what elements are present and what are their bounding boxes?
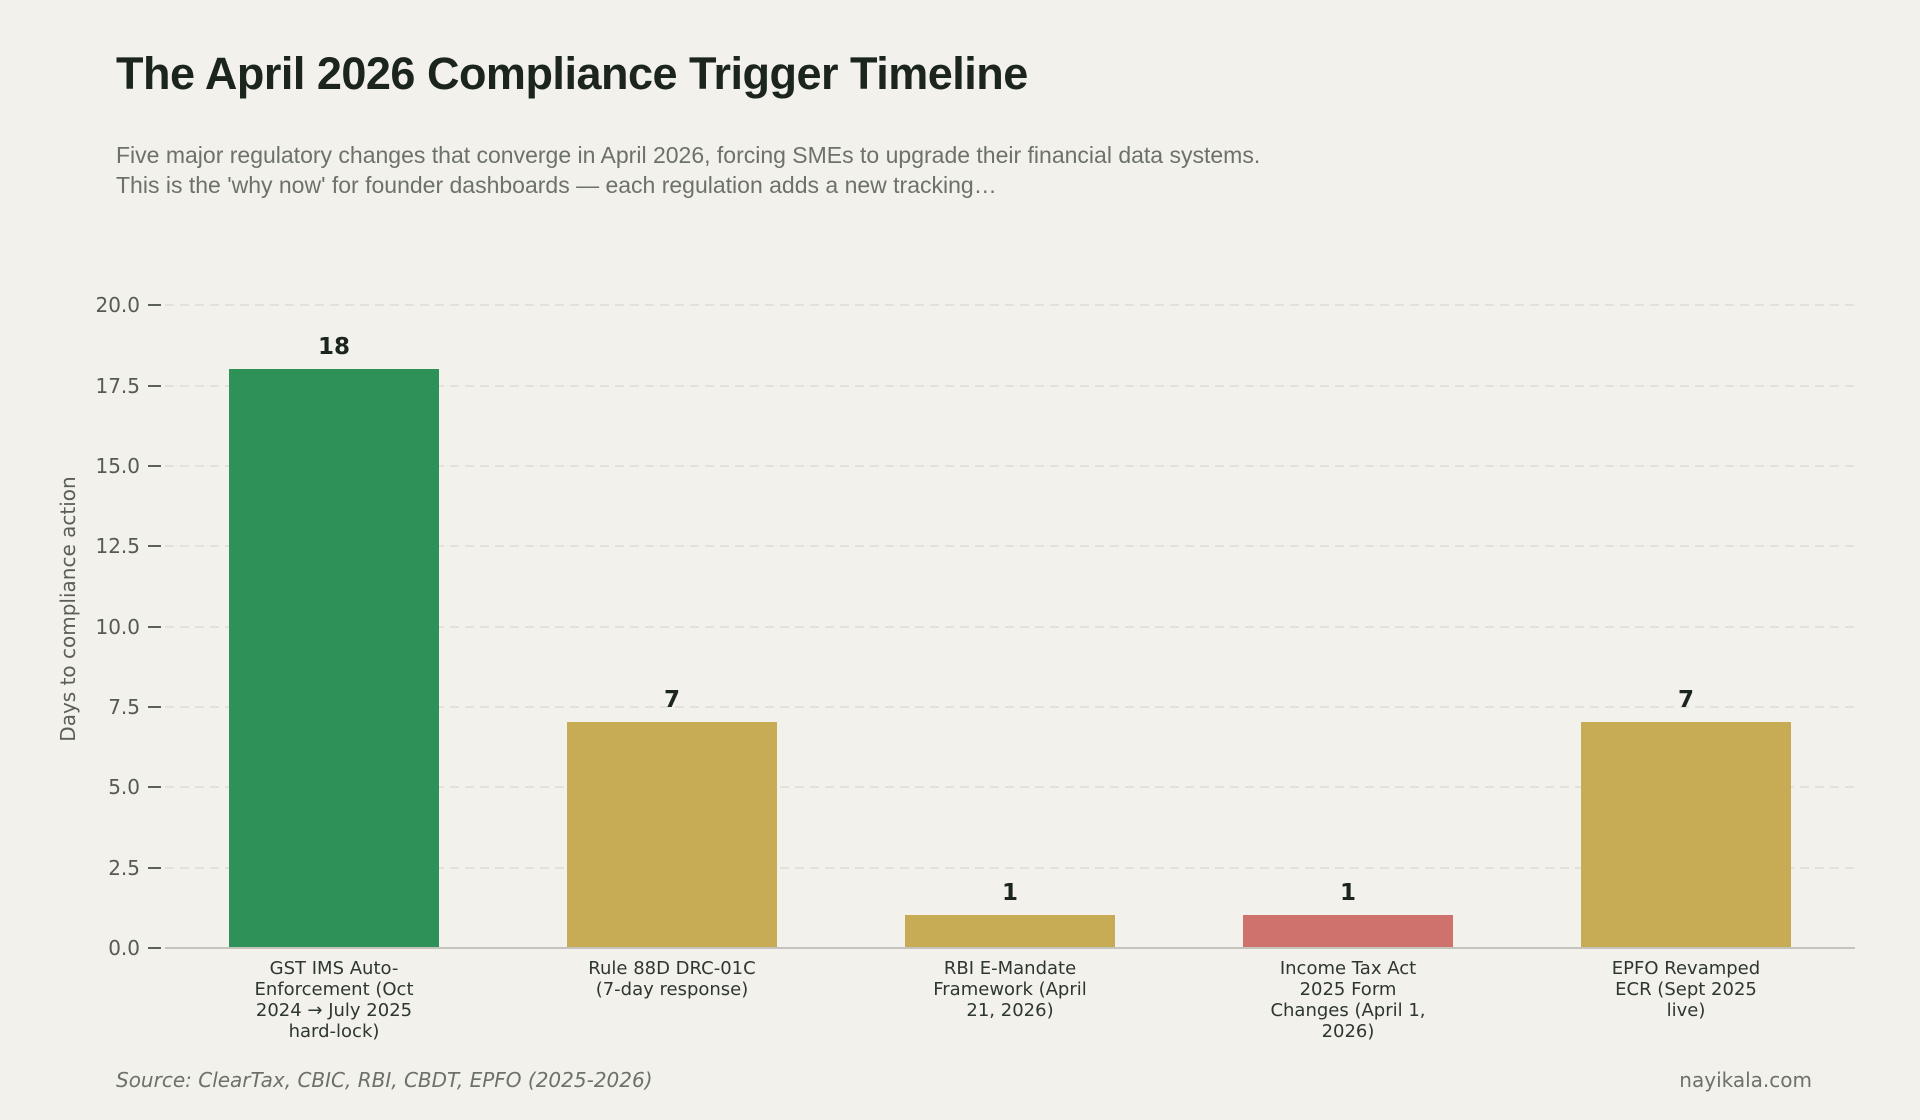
source-note: Source: ClearTax, CBIC, RBI, CBDT, EPFO …: [116, 1068, 653, 1092]
x-category-label: GST IMS Auto-Enforcement (Oct 2024 → Jul…: [165, 958, 503, 1042]
y-tick-label: 2.5: [108, 855, 140, 880]
x-category-label: EPFO Revamped ECR (Sept 2025 live): [1517, 958, 1855, 1021]
bar-value-label: 1: [1339, 879, 1356, 906]
bar-value-label: 7: [663, 687, 680, 714]
y-tick-mark: [148, 625, 161, 628]
gridline: [165, 384, 1855, 387]
bar-value-label: 7: [1677, 687, 1694, 714]
x-category-label-text: RBI E-Mandate Framework (April 21, 2026): [933, 958, 1087, 1021]
x-category-label-text: Income Tax Act 2025 Form Changes (April …: [1270, 958, 1426, 1042]
x-category-label: Rule 88D DRC-01C (7-day response): [503, 958, 841, 1000]
bar: [905, 914, 1115, 947]
chart-title: The April 2026 Compliance Trigger Timeli…: [116, 48, 1028, 99]
y-tick-label: 20.0: [95, 293, 140, 318]
gridline: [165, 465, 1855, 467]
gridline: [165, 706, 1855, 708]
bar: [1243, 914, 1453, 947]
y-tick-label: 10.0: [95, 614, 140, 639]
x-category-label-text: EPFO Revamped ECR (Sept 2025 live): [1611, 958, 1761, 1021]
y-tick-mark: [148, 786, 161, 789]
y-tick-label: 15.0: [95, 454, 140, 478]
bar: [567, 722, 777, 947]
x-category-label-text: Rule 88D DRC-01C (7-day response): [588, 958, 756, 1000]
y-tick-label: 5.0: [108, 775, 140, 800]
y-tick-mark: [148, 706, 161, 708]
y-tick-label: 12.5: [95, 534, 140, 559]
gridline: [165, 545, 1855, 548]
y-tick-label: 17.5: [95, 373, 140, 398]
y-tick-mark: [148, 947, 161, 949]
brand-watermark: nayikala.com: [1679, 1068, 1812, 1092]
bar: [229, 368, 439, 947]
bar: [1581, 722, 1791, 947]
x-axis-line: [165, 947, 1855, 949]
y-tick-mark: [148, 465, 161, 467]
y-tick-label: 7.5: [108, 695, 140, 719]
bar-value-label: 18: [317, 333, 350, 360]
gridline: [165, 625, 1855, 628]
chart-subtitle: Five major regulatory changes that conve…: [116, 142, 1261, 198]
y-tick-mark: [148, 384, 161, 387]
x-category-label-text: GST IMS Auto-Enforcement (Oct 2024 → Jul…: [254, 958, 414, 1042]
gridline: [165, 786, 1855, 789]
y-tick-label: 0.0: [108, 936, 140, 960]
y-tick-mark: [148, 545, 161, 548]
bar-value-label: 1: [1001, 879, 1018, 906]
gridline: [165, 304, 1855, 307]
gridline: [165, 866, 1855, 869]
x-category-label: Income Tax Act 2025 Form Changes (April …: [1179, 958, 1517, 1042]
y-tick-mark: [148, 866, 161, 869]
y-tick-mark: [148, 304, 161, 307]
x-category-label: RBI E-Mandate Framework (April 21, 2026): [841, 958, 1179, 1021]
